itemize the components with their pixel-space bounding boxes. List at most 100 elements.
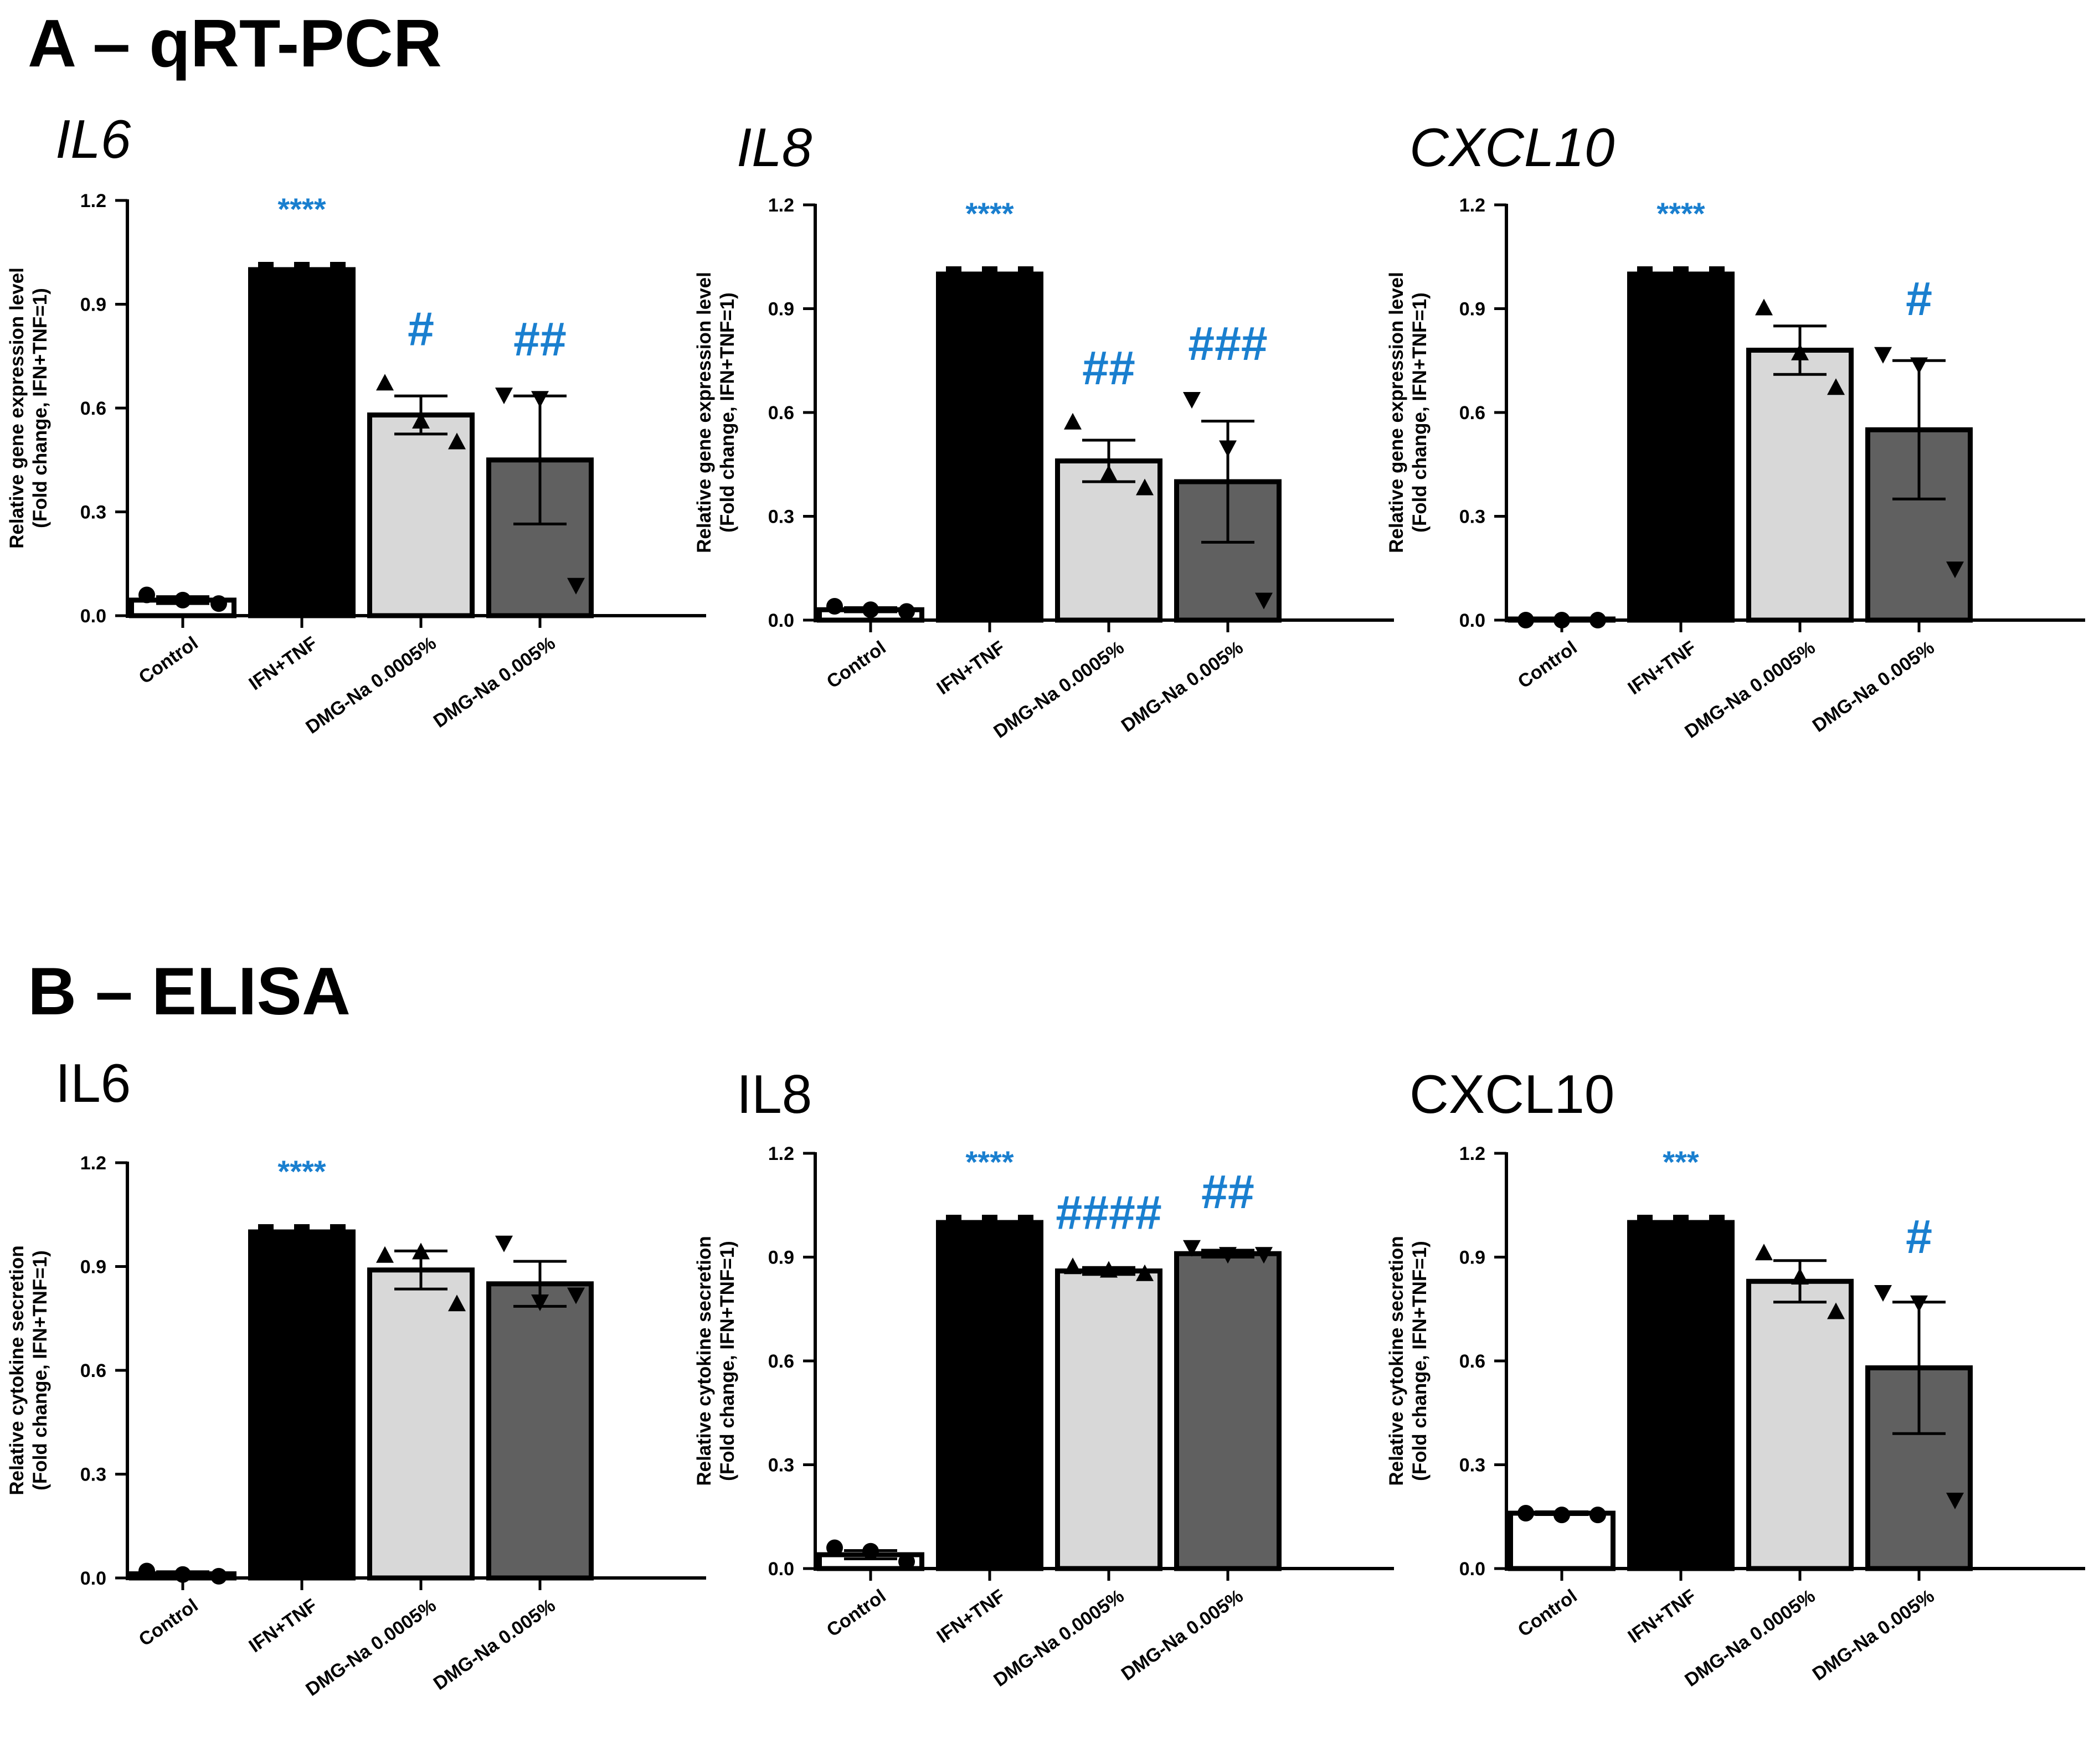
- data-point-1-1: [982, 266, 997, 282]
- category-label-1: IFN+TNF: [1624, 1585, 1700, 1647]
- y-axis-label-sub: (Fold change, IFN+TNF=1): [29, 1250, 51, 1490]
- y-tick-label-2: 0.6: [768, 403, 794, 424]
- significance-3: #: [1906, 1210, 1932, 1263]
- y-axis-label: Relative cytokine secretion: [693, 1236, 715, 1486]
- significance-1: ****: [277, 192, 326, 226]
- significance-1: ***: [1663, 1144, 1699, 1179]
- data-point-1-2: [330, 262, 346, 277]
- data-point-2-1: [1791, 1268, 1809, 1285]
- category-label-1: IFN+TNF: [933, 637, 1009, 699]
- significance-3: ##: [513, 313, 567, 366]
- data-point-1-1: [294, 262, 310, 277]
- y-tick-label-3: 0.9: [768, 299, 794, 320]
- data-point-1-0: [258, 262, 274, 277]
- section-b-title: B – ELISA: [28, 953, 351, 1029]
- data-point-1-2: [1018, 266, 1033, 282]
- category-label-2: DMG-Na 0.0005%: [302, 1595, 440, 1700]
- data-point-3-0: [495, 388, 513, 404]
- data-point-0-1: [862, 1543, 879, 1560]
- data-point-2-2: [1136, 1264, 1154, 1281]
- data-point-3-2: [1946, 561, 1964, 579]
- y-tick-label-2: 0.6: [80, 398, 106, 419]
- y-axis-label: Relative gene expression level: [1386, 272, 1407, 553]
- significance-1: ****: [277, 1154, 326, 1189]
- data-point-1-1: [1673, 266, 1689, 282]
- y-tick-label-1: 0.3: [80, 1464, 106, 1486]
- bar-2: [1746, 348, 1854, 623]
- y-tick-label-2: 0.6: [80, 1360, 106, 1381]
- data-point-2-0: [376, 374, 394, 391]
- y-axis-label-sub: (Fold change, IFN+TNF=1): [29, 288, 51, 528]
- data-point-3-0: [495, 1235, 513, 1252]
- data-point-2-0: [1755, 1244, 1773, 1261]
- data-point-1-2: [1018, 1215, 1033, 1230]
- data-point-3-1: [1219, 1247, 1237, 1264]
- bar-1: [1627, 1220, 1735, 1571]
- significance-3: #: [1906, 272, 1932, 326]
- data-point-3-1: [531, 391, 549, 408]
- y-tick-label-1: 0.3: [1459, 1455, 1485, 1476]
- category-label-0: Control: [135, 1595, 202, 1650]
- bar-3: [1174, 1251, 1282, 1571]
- y-tick-label-0: 0.0: [1459, 610, 1485, 631]
- bar-1: [936, 271, 1043, 623]
- bar-1: [248, 267, 356, 618]
- panel-5: CXCL10 Relative cytokine secretion (Fold c…: [1386, 1064, 2085, 1691]
- data-point-0-2: [210, 595, 227, 612]
- significance-2: ####: [1056, 1186, 1161, 1239]
- category-label-3: DMG-Na 0.005%: [1118, 1585, 1247, 1685]
- y-tick-label-2: 0.6: [1459, 403, 1485, 424]
- category-label-2: DMG-Na 0.0005%: [1681, 637, 1819, 742]
- y-axis-label: Relative cytokine secretion: [1386, 1236, 1407, 1486]
- category-label-3: DMG-Na 0.005%: [430, 632, 559, 732]
- data-point-0-2: [1589, 1507, 1606, 1524]
- data-point-3-2: [1946, 1493, 1964, 1509]
- data-point-1-0: [946, 266, 961, 282]
- y-tick-label-4: 1.2: [80, 1153, 106, 1174]
- data-point-2-0: [1064, 412, 1082, 430]
- panel-title: IL8: [737, 117, 812, 178]
- category-label-0: Control: [135, 632, 202, 688]
- y-tick-label-1: 0.3: [768, 1455, 794, 1476]
- data-point-2-1: [1100, 1261, 1118, 1278]
- data-point-2-1: [1791, 343, 1809, 360]
- panel-title: CXCL10: [1409, 117, 1614, 178]
- data-point-3-0: [1183, 392, 1201, 409]
- panel-3: IL6 Relative cytokine secretion (Fold chan…: [6, 1053, 706, 1700]
- y-axis-label: Relative gene expression level: [693, 272, 715, 553]
- data-point-0-2: [210, 1567, 227, 1585]
- category-label-3: DMG-Na 0.005%: [1809, 637, 1938, 736]
- y-tick-label-3: 0.9: [768, 1247, 794, 1268]
- data-point-2-0: [1755, 298, 1773, 316]
- data-point-2-2: [448, 432, 466, 450]
- significance-1: ****: [965, 196, 1014, 231]
- data-point-0-0: [826, 1539, 843, 1556]
- data-point-0-0: [138, 1562, 155, 1580]
- data-point-3-1: [1910, 357, 1928, 374]
- data-point-1-0: [946, 1215, 961, 1230]
- data-point-3-1: [1910, 1295, 1928, 1312]
- data-point-3-0: [1874, 347, 1892, 364]
- panel-title: IL6: [55, 109, 131, 169]
- category-label-2: DMG-Na 0.0005%: [1681, 1585, 1819, 1690]
- data-point-0-2: [898, 1553, 915, 1570]
- data-point-1-2: [1709, 266, 1725, 282]
- y-tick-label-2: 0.6: [1459, 1351, 1485, 1372]
- data-point-2-2: [448, 1294, 466, 1312]
- data-point-1-1: [1673, 1215, 1689, 1230]
- data-point-3-1: [1219, 440, 1237, 457]
- bar-3: [486, 1281, 594, 1581]
- bar-1: [1627, 271, 1735, 623]
- category-label-2: DMG-Na 0.0005%: [990, 1585, 1128, 1690]
- category-label-0: Control: [823, 637, 890, 692]
- data-point-3-2: [1255, 1247, 1273, 1264]
- data-point-0-0: [138, 586, 155, 604]
- y-axis-label-sub: (Fold change, IFN+TNF=1): [1409, 292, 1431, 533]
- data-point-2-2: [1827, 378, 1845, 395]
- panel-title: IL8: [737, 1064, 812, 1125]
- significance-1: ****: [965, 1144, 1014, 1179]
- category-label-2: DMG-Na 0.0005%: [990, 637, 1128, 742]
- category-label-0: Control: [823, 1585, 890, 1641]
